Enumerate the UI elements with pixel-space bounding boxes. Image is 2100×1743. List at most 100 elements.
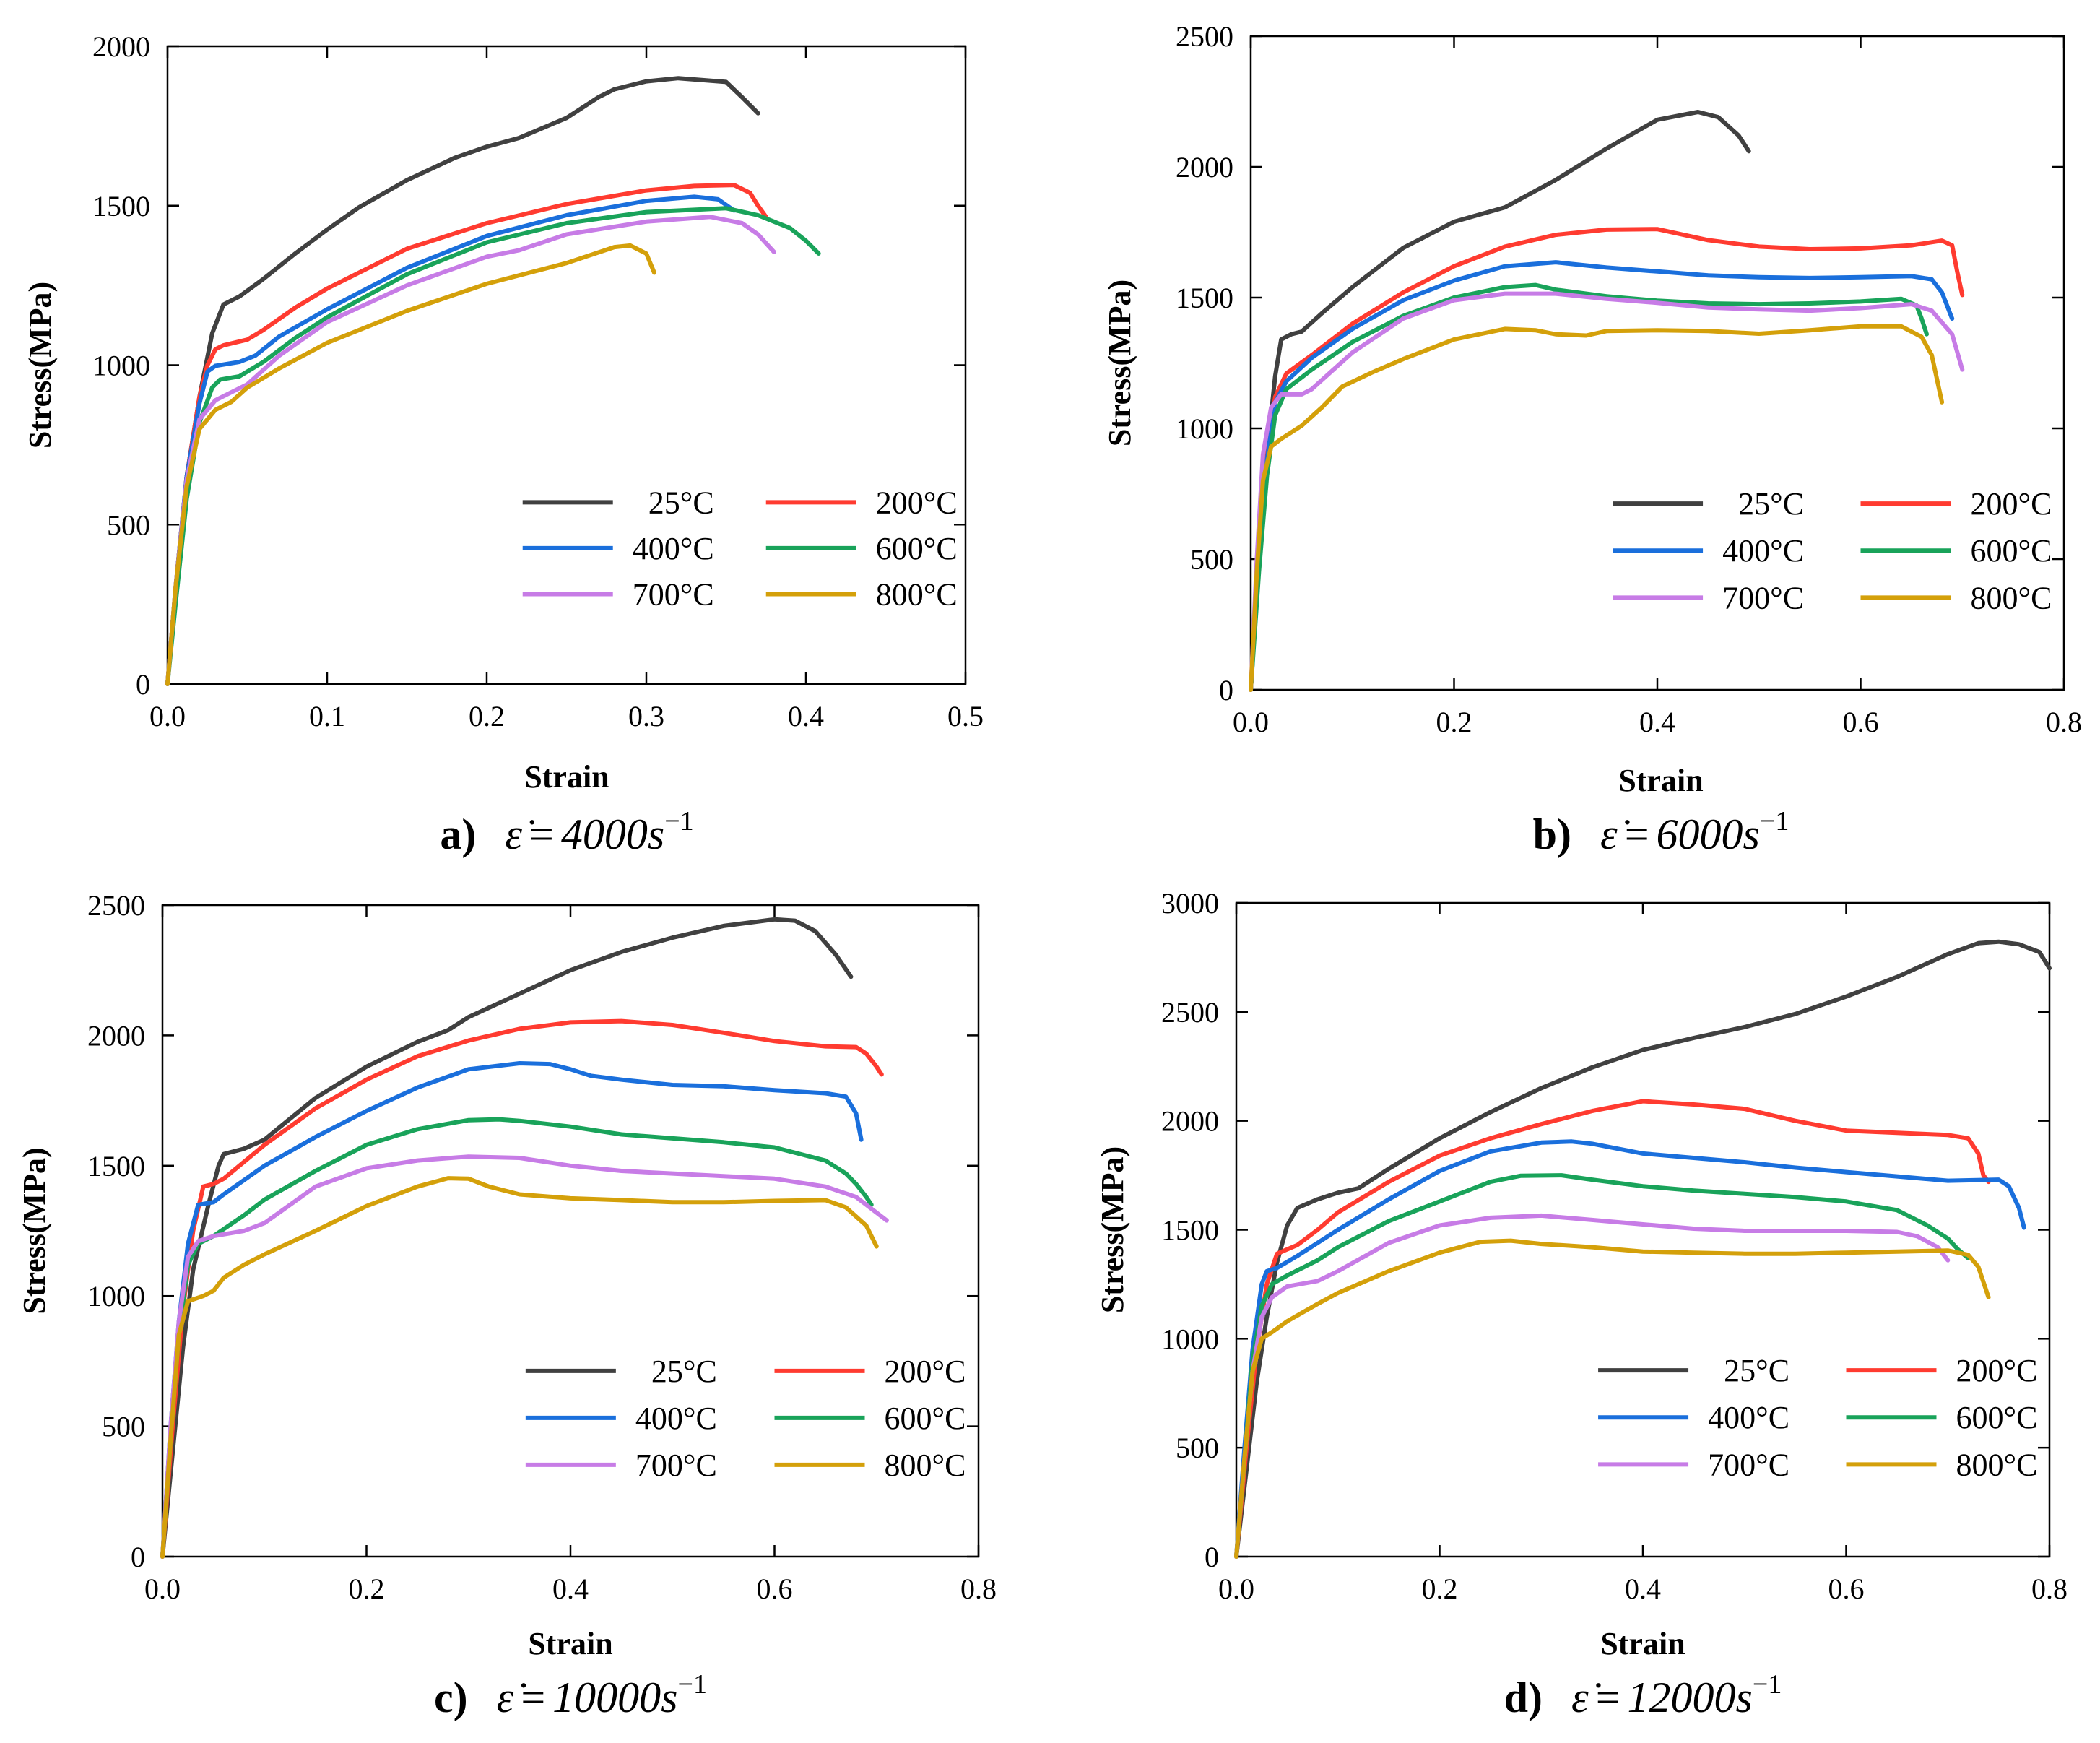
legend-label-3: 600°C: [885, 1401, 966, 1436]
x-tick-label: 0.0: [1233, 706, 1269, 738]
x-tick-label: 0.6: [757, 1573, 793, 1605]
legend-label-5: 800°C: [885, 1448, 966, 1483]
y-axis-label: Stress(MPa): [17, 1147, 52, 1314]
x-tick-label: 0.8: [2046, 706, 2082, 738]
panel-1: 0.0 0.2 0.4 0.6 0.8 0 500 1000 1500 2000 2500 Strai…: [1102, 20, 2082, 858]
caption-unit: s: [648, 810, 664, 858]
legend-label-5: 800°C: [876, 576, 958, 612]
series-line-2: [160, 1061, 864, 1559]
y-tick-label: 0: [136, 668, 150, 701]
x-axis-label: Strain: [528, 1626, 612, 1661]
caption-equals: =: [529, 810, 554, 858]
caption-exponent: −1: [1753, 1669, 1782, 1700]
series-line-5: [160, 1176, 879, 1559]
caption-exponent: −1: [664, 806, 693, 836]
y-tick-label: 1500: [92, 190, 150, 222]
series-line-3: [1234, 1173, 1971, 1559]
legend-label-3: 600°C: [876, 531, 958, 566]
legend-label-4: 700°C: [635, 1448, 717, 1483]
caption-rate: 4000: [561, 810, 648, 858]
series-line-5: [1249, 324, 1945, 692]
y-tick-label: 2000: [87, 1019, 145, 1052]
x-tick-label: 0.4: [552, 1573, 589, 1605]
panel-2: 0.0 0.2 0.4 0.6 0.8 0 500 1000 1500 2000 2500 Strai…: [17, 889, 997, 1721]
panel-0: 0.0 0.1 0.2 0.3 0.4 0.5 0 500 1000 1500 2000 Strain…: [22, 30, 984, 858]
legend-label-2: 400°C: [1722, 533, 1804, 568]
y-tick-label: 2500: [1161, 996, 1219, 1029]
y-tick-label: 500: [102, 1411, 145, 1443]
plot-frame: [1235, 901, 2051, 1558]
series-line-3: [1249, 282, 1929, 692]
y-tick-label: 500: [107, 509, 150, 541]
x-axis-label: Strain: [1618, 763, 1703, 798]
x-tick-label: 0.5: [947, 700, 984, 732]
legend-label-1: 200°C: [1971, 486, 2052, 522]
legend-label-0: 25°C: [1724, 1353, 1789, 1388]
x-tick-label: 0.2: [349, 1573, 385, 1605]
x-tick-label: 0.6: [1843, 706, 1879, 738]
caption-equals: =: [521, 1674, 545, 1721]
panel-caption: d) ε̇ = 12000s−1: [1504, 1669, 1782, 1721]
caption-prefix: b): [1533, 810, 1571, 858]
series-line-1: [160, 1018, 884, 1559]
caption-exponent: −1: [1760, 806, 1789, 836]
x-tick-label: 0.4: [788, 700, 824, 732]
x-tick-label: 0.8: [2031, 1573, 2068, 1605]
legend-label-4: 700°C: [1708, 1447, 1789, 1482]
legend-label-1: 200°C: [876, 485, 958, 520]
y-tick-label: 0: [131, 1541, 145, 1573]
series-line-4: [1249, 291, 1965, 692]
caption-unit: s: [1736, 1674, 1753, 1721]
series-line-4: [160, 1154, 889, 1559]
x-tick-label: 0.8: [960, 1573, 997, 1605]
y-axis-label: Stress(MPa): [1095, 1146, 1130, 1313]
y-tick-label: 3000: [1161, 887, 1219, 920]
series-line-5: [165, 243, 656, 686]
y-tick-label: 2000: [1176, 151, 1233, 183]
series-line-1: [1249, 227, 1965, 692]
y-tick-label: 0: [1219, 674, 1233, 706]
series-line-3: [160, 1117, 874, 1559]
x-tick-label: 0.4: [1625, 1573, 1661, 1605]
legend-label-4: 700°C: [633, 576, 714, 612]
panel-caption: b) ε̇ = 6000s−1: [1533, 806, 1789, 858]
y-tick-label: 1500: [87, 1150, 145, 1182]
caption-rate: 6000: [1657, 810, 1743, 858]
y-tick-label: 1000: [92, 350, 150, 382]
plot-frame: [161, 904, 980, 1558]
caption-prefix: d): [1504, 1674, 1543, 1721]
y-axis-label: Stress(MPa): [1102, 280, 1137, 446]
legend-label-3: 600°C: [1956, 1400, 2038, 1435]
caption-prefix: a): [440, 810, 476, 858]
series-line-1: [1234, 1099, 1991, 1559]
caption-equals: =: [1625, 810, 1649, 858]
x-tick-label: 0.4: [1639, 706, 1675, 738]
y-tick-label: 2500: [87, 889, 145, 922]
caption-rate: 10000: [552, 1674, 661, 1721]
series-line-5: [1234, 1238, 1991, 1559]
legend-label-0: 25°C: [648, 485, 714, 520]
legend-label-2: 400°C: [1708, 1400, 1789, 1435]
x-tick-label: 0.3: [628, 700, 664, 732]
y-tick-label: 500: [1176, 1432, 1219, 1464]
x-tick-label: 0.0: [144, 1573, 181, 1605]
legend-label-5: 800°C: [1956, 1447, 2038, 1482]
y-tick-label: 0: [1205, 1541, 1219, 1573]
panel-caption: a) ε̇ = 4000s−1: [440, 806, 693, 858]
x-tick-label: 0.0: [1218, 1573, 1254, 1605]
plot-frame: [1249, 35, 2065, 691]
legend-label-2: 400°C: [635, 1401, 717, 1436]
x-tick-label: 0.2: [1422, 1573, 1458, 1605]
legend-label-4: 700°C: [1722, 580, 1804, 615]
y-tick-label: 1000: [1176, 412, 1233, 445]
series-line-4: [1234, 1213, 1951, 1559]
legend-label-5: 800°C: [1971, 580, 2052, 615]
series-line-4: [165, 215, 776, 686]
y-tick-label: 2000: [1161, 1105, 1219, 1138]
legend-label-2: 400°C: [633, 531, 714, 566]
y-tick-label: 2000: [92, 30, 150, 63]
legend-label-0: 25°C: [1738, 486, 1804, 522]
panel-caption: c) ε̇ = 10000s−1: [434, 1669, 707, 1721]
caption-unit: s: [661, 1674, 677, 1721]
